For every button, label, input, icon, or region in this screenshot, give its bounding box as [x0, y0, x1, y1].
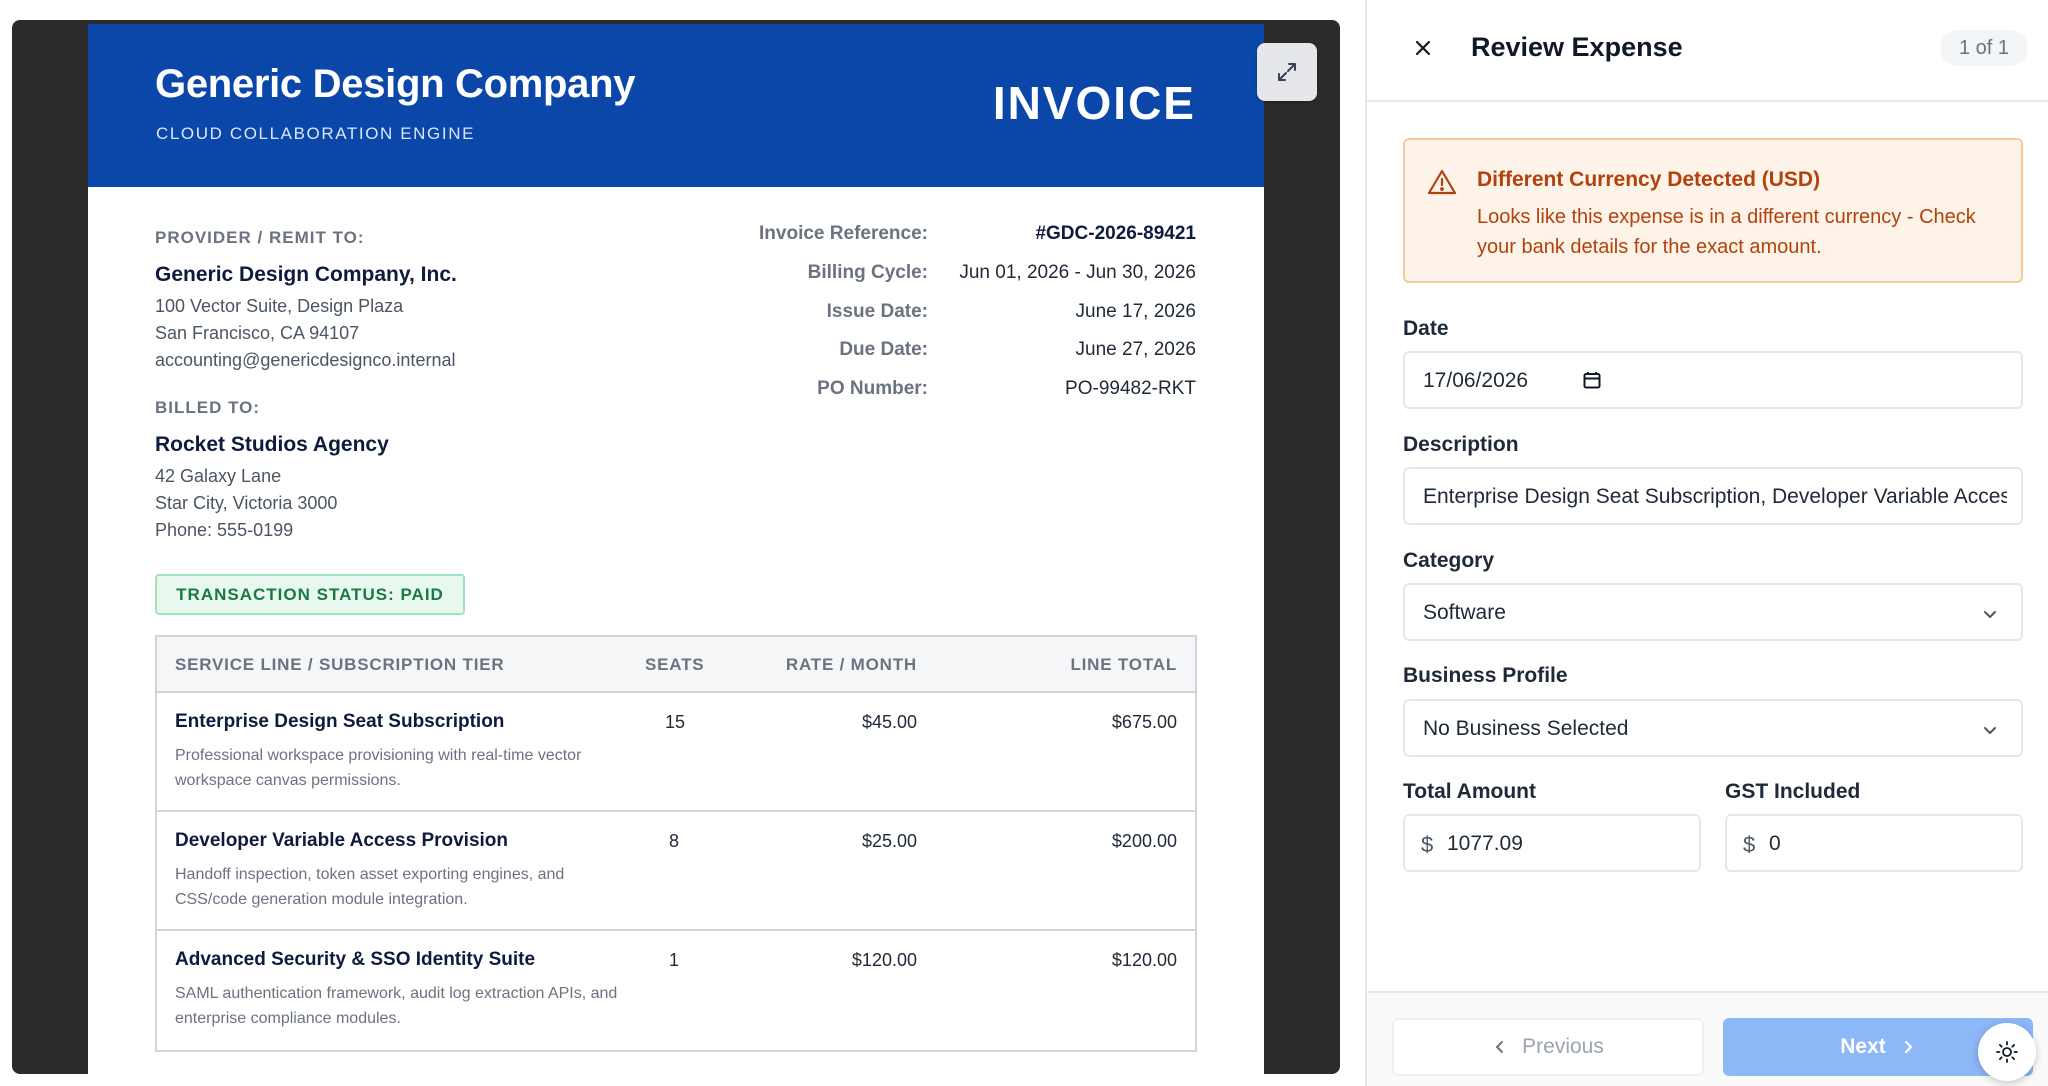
table-header-row: SERVICE LINE / SUBSCRIPTION TIER SEATS R…	[157, 637, 1195, 693]
due-date-label: Due Date:	[839, 339, 928, 360]
company-tagline: CLOUD COLLABORATION ENGINE	[156, 124, 476, 143]
review-expense-panel: Review Expense 1 of 1 Different Currency…	[1365, 0, 2048, 1086]
billing-cycle-label: Billing Cycle:	[807, 262, 928, 283]
invoice-reference-value: #GDC-2026-89421	[1035, 223, 1196, 244]
previous-button[interactable]: Previous	[1392, 1018, 1704, 1076]
row-description: Professional workspace provisioning with…	[175, 747, 582, 789]
row-rate: $45.00	[861, 712, 917, 732]
billing-cycle-value: Jun 01, 2026 - Jun 30, 2026	[959, 262, 1196, 283]
billed-to-phone: Phone: 555-0199	[155, 520, 294, 540]
invoice-reference-label: Invoice Reference:	[759, 223, 928, 244]
due-date-value: June 27, 2026	[1075, 339, 1196, 360]
panel-footer: Previous Next	[1367, 991, 2048, 1086]
document-viewer[interactable]: Generic Design Company CLOUD COLLABORATI…	[12, 20, 1340, 1074]
row-seats: 15	[665, 712, 686, 732]
header-line-total: LINE TOTAL	[1070, 655, 1177, 674]
provider-label: PROVIDER / REMIT TO:	[155, 228, 365, 247]
gst-included-field[interactable]: $ 0	[1725, 814, 2023, 872]
date-label: Date	[1403, 317, 1449, 340]
transaction-status-badge: TRANSACTION STATUS: PAID	[155, 574, 465, 615]
row-seats: 1	[669, 950, 680, 970]
billed-to-name: Rocket Studios Agency	[155, 433, 389, 456]
description-field[interactable]: Enterprise Design Seat Subscription, Dev…	[1403, 467, 2023, 525]
total-amount-field[interactable]: $ 1077.09	[1403, 814, 1701, 872]
row-total: $200.00	[1111, 831, 1177, 851]
row-title: Developer Variable Access Provision	[175, 830, 509, 851]
total-amount-label: Total Amount	[1403, 780, 1536, 803]
table-row: Enterprise Design Seat Subscription Prof…	[157, 693, 1195, 812]
description-label: Description	[1403, 433, 1519, 456]
total-amount-value: 1077.09	[1447, 832, 1523, 855]
invoice-title: INVOICE	[992, 77, 1196, 129]
close-icon	[1415, 40, 1431, 56]
row-total: $120.00	[1111, 950, 1177, 970]
table-row: Advanced Security & SSO Identity Suite S…	[157, 931, 1195, 1050]
business-profile-select[interactable]: No Business Selected	[1403, 699, 2023, 757]
close-button[interactable]	[1407, 32, 1439, 64]
expand-icon	[1278, 63, 1296, 81]
po-number-value: PO-99482-RKT	[1065, 378, 1196, 399]
theme-toggle-button[interactable]	[1978, 1023, 2036, 1081]
category-label: Category	[1403, 549, 1495, 572]
category-value: Software	[1423, 601, 1506, 624]
pagination-indicator: 1 of 1	[1940, 30, 2028, 66]
business-profile-value: No Business Selected	[1423, 717, 1629, 740]
provider-address-line-1: 100 Vector Suite, Design Plaza	[155, 296, 404, 316]
row-seats: 8	[669, 831, 680, 851]
panel-title: Review Expense	[1471, 32, 1683, 62]
provider-name: Generic Design Company, Inc.	[155, 263, 457, 286]
table-row: Developer Variable Access Provision Hand…	[157, 812, 1195, 931]
date-value: 17/06/2026	[1423, 369, 1529, 392]
previous-button-label: Previous	[1522, 1035, 1604, 1058]
alert-title: Different Currency Detected (USD)	[1477, 168, 1821, 191]
header-service: SERVICE LINE / SUBSCRIPTION TIER	[175, 655, 505, 674]
calendar-icon[interactable]	[1582, 370, 1602, 390]
chevron-down-icon	[1984, 727, 1996, 734]
currency-symbol: $	[1421, 832, 1434, 857]
issue-date-label: Issue Date:	[826, 301, 928, 322]
billed-to-address-line-2: Star City, Victoria 3000	[155, 493, 338, 513]
company-name: Generic Design Company	[155, 62, 636, 106]
row-rate: $120.00	[851, 950, 917, 970]
alert-message: Looks like this expense is in a differen…	[1477, 206, 1976, 258]
row-title: Enterprise Design Seat Subscription	[175, 711, 505, 732]
line-items-table: SERVICE LINE / SUBSCRIPTION TIER SEATS R…	[155, 635, 1197, 1052]
currency-symbol: $	[1743, 832, 1756, 857]
provider-address-line-2: San Francisco, CA 94107	[155, 323, 360, 343]
row-rate: $25.00	[861, 831, 917, 851]
expand-button[interactable]	[1257, 43, 1317, 101]
chevron-right-icon	[1904, 1040, 1912, 1054]
sun-icon	[1996, 1041, 2018, 1063]
next-button-label: Next	[1840, 1035, 1886, 1058]
po-number-label: PO Number:	[817, 378, 928, 399]
invoice-header: Generic Design Company CLOUD COLLABORATI…	[88, 24, 1264, 187]
row-title: Advanced Security & SSO Identity Suite	[175, 949, 536, 970]
category-select[interactable]: Software	[1403, 583, 2023, 641]
billed-to-label: BILLED TO:	[155, 398, 261, 417]
provider-email: accounting@genericdesignco.internal	[155, 350, 456, 370]
billed-to-address-line-1: 42 Galaxy Lane	[155, 466, 282, 486]
currency-warning-alert: Different Currency Detected (USD) Looks …	[1403, 138, 2023, 283]
invoice-document: Generic Design Company CLOUD COLLABORATI…	[88, 24, 1264, 1074]
row-total: $675.00	[1111, 712, 1177, 732]
date-field[interactable]: 17/06/2026	[1403, 351, 2023, 409]
row-description: Handoff inspection, token asset exportin…	[175, 866, 565, 908]
business-profile-label: Business Profile	[1403, 664, 1568, 687]
header-seats: SEATS	[645, 655, 705, 674]
gst-included-value: 0	[1769, 832, 1781, 855]
gst-included-label: GST Included	[1725, 780, 1861, 803]
chevron-left-icon	[1496, 1041, 1504, 1053]
description-value: Enterprise Design Seat Subscription, Dev…	[1423, 485, 2007, 508]
issue-date-value: June 17, 2026	[1075, 301, 1196, 322]
chevron-down-icon	[1984, 611, 1996, 618]
header-rate: RATE / MONTH	[785, 655, 917, 674]
warning-icon	[1427, 169, 1457, 195]
panel-header: Review Expense 1 of 1	[1367, 0, 2048, 102]
row-description: SAML authentication framework, audit log…	[175, 985, 618, 1027]
